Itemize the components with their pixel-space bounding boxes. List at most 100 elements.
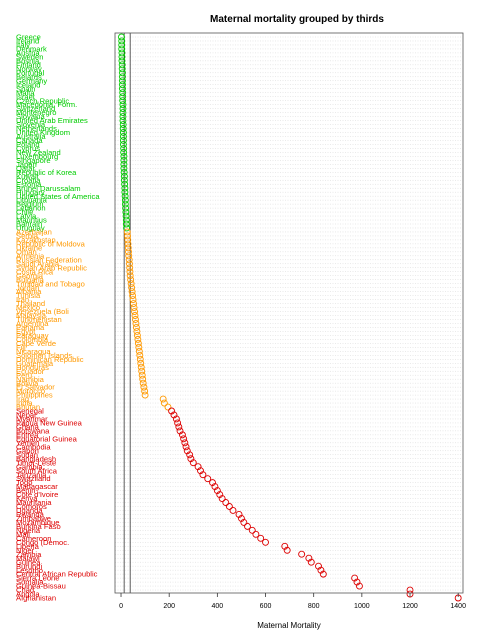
country-label: Yemen	[16, 438, 39, 447]
data-point	[123, 224, 131, 232]
data-point	[197, 467, 204, 475]
data-point	[216, 491, 224, 498]
country-label: Japan	[16, 160, 37, 169]
data-point	[120, 164, 128, 172]
data-point	[132, 316, 139, 323]
country-label: Slovenia	[16, 120, 46, 129]
data-point	[124, 232, 131, 240]
x-axis: 0 200 400 600 800 1000 1200 1400	[119, 593, 466, 610]
data-point	[122, 204, 130, 212]
data-point	[172, 415, 180, 423]
data-point	[118, 49, 126, 57]
country-label: Trinidad and Tobago	[16, 279, 85, 288]
data-point	[125, 256, 133, 264]
chart-title: Maternal mortality grouped by thirds	[210, 14, 384, 25]
country-label: Bangladesh	[16, 454, 56, 463]
country-label: Hungary	[16, 188, 45, 197]
country-label: Timor-Leste	[16, 458, 56, 467]
country-label: Iran	[16, 295, 29, 304]
data-point	[119, 73, 126, 81]
country-label: Macedonia, Form.	[16, 100, 77, 109]
data-point	[353, 578, 361, 586]
data-point	[119, 85, 126, 93]
data-point	[204, 475, 212, 483]
country-label: Tunisia	[16, 291, 41, 300]
country-label: Papua New Guinea	[16, 419, 83, 428]
country-label: Republic of Moldova	[16, 239, 86, 248]
country-label: Lithuania	[16, 196, 48, 205]
data-point	[181, 439, 189, 447]
country-label: Poland	[16, 140, 40, 149]
country-label: Argentina	[16, 319, 49, 328]
data-point	[139, 379, 147, 387]
data-point	[176, 427, 184, 435]
data-point	[124, 240, 132, 248]
country-label: Syrian Arab Republic	[16, 263, 87, 272]
data-point	[119, 97, 127, 105]
data-point	[305, 554, 313, 562]
country-label: Solomon Islands	[16, 351, 72, 360]
x-tick-label: 0	[119, 603, 123, 610]
country-label: Czech Republic	[16, 96, 69, 105]
country-label: Colombia	[16, 335, 49, 344]
data-point	[128, 288, 136, 296]
data-point	[129, 292, 137, 300]
country-label: Mozambique	[16, 518, 59, 527]
country-label: Honduras	[16, 363, 49, 372]
data-point	[240, 518, 248, 526]
data-point	[237, 514, 245, 522]
country-label: Chile	[16, 208, 33, 217]
x-tick-label: 400	[212, 603, 224, 610]
country-label: Mauritania	[16, 498, 52, 507]
country-label: South Africa	[16, 466, 58, 475]
data-point	[127, 276, 135, 284]
data-point	[141, 387, 149, 395]
country-label: Paraguay	[16, 331, 49, 340]
data-point	[138, 367, 146, 375]
country-label: Benin	[16, 486, 35, 495]
country-label: Albania	[16, 287, 42, 296]
country-label: Iraq	[16, 395, 29, 404]
data-point	[140, 383, 148, 391]
x-tick-label: 600	[260, 603, 272, 610]
country-label: Mauritius	[16, 216, 47, 225]
country-label: Namibia	[16, 375, 45, 384]
country-label: Luxembourg	[16, 152, 58, 161]
data-point	[131, 308, 138, 315]
country-label: Croatia	[16, 176, 41, 185]
data-point	[138, 371, 146, 379]
country-label: Cote d'Ivoire	[16, 490, 58, 499]
country-label: Guinea-Bissau	[16, 582, 66, 591]
data-point	[283, 546, 291, 554]
data-point	[248, 526, 256, 534]
country-label: Belarus	[16, 72, 42, 81]
data-point	[124, 236, 132, 244]
data-point	[121, 196, 129, 204]
country-label: Sudan	[16, 450, 38, 459]
data-point	[213, 487, 221, 495]
country-label: Niger	[16, 546, 35, 555]
data-point	[119, 105, 127, 113]
country-label: Comoros	[16, 502, 47, 511]
country-label: Cyprus	[16, 144, 40, 153]
data-point	[136, 351, 144, 359]
country-label: Thailand	[16, 299, 45, 308]
data-point	[120, 152, 128, 160]
country-label: Burkina Faso	[16, 522, 61, 531]
country-label: Greece	[16, 33, 41, 42]
data-point	[135, 347, 143, 355]
country-label: Cape Verde	[16, 339, 56, 348]
data-point	[121, 188, 129, 196]
data-point	[182, 443, 190, 451]
data-point	[118, 65, 126, 73]
country-label: Gabon	[16, 446, 39, 455]
country-label: Ukraine	[16, 243, 42, 252]
data-point	[135, 343, 143, 351]
data-point	[119, 109, 127, 117]
data-point	[139, 375, 147, 383]
country-label: Turkmenistan	[16, 315, 62, 324]
data-point	[168, 407, 176, 415]
plot-frame	[114, 32, 464, 594]
